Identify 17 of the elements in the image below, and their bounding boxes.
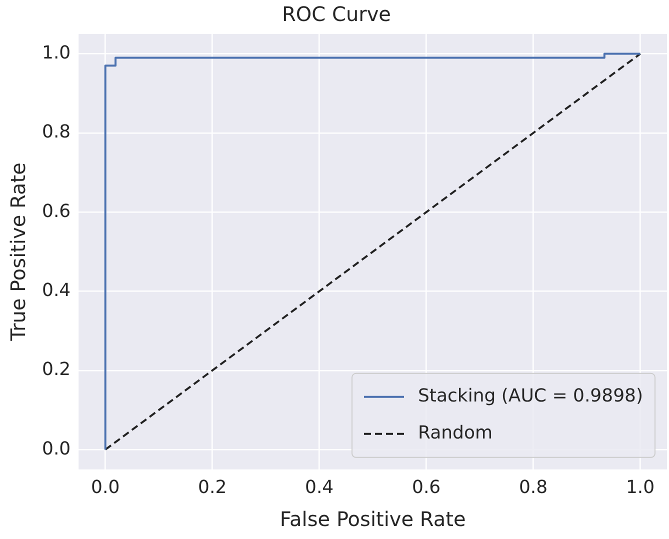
y-axis-title: True Positive Rate	[6, 162, 30, 342]
y-tick-label: 0.0	[42, 438, 71, 460]
x-axis-title: False Positive Rate	[280, 507, 466, 532]
x-tick-label: 0.2	[198, 476, 227, 498]
x-tick-label: 0.6	[412, 476, 441, 498]
legend-label: Random	[418, 422, 493, 444]
x-tick-label: 1.0	[626, 476, 655, 498]
y-tick-label: 0.2	[42, 359, 71, 380]
chart-title: ROC Curve	[282, 2, 391, 26]
x-tick-label: 0.8	[518, 476, 548, 498]
y-tick-label: 0.6	[42, 200, 71, 222]
y-tick-label: 0.8	[42, 122, 71, 143]
y-tick-label: 1.0	[42, 42, 71, 64]
legend-label: Stacking (AUC = 0.9898)	[418, 386, 643, 407]
y-tick-label: 0.4	[42, 280, 71, 301]
x-tick-label: 0.0	[91, 476, 120, 498]
x-tick-label: 0.4	[305, 476, 334, 498]
